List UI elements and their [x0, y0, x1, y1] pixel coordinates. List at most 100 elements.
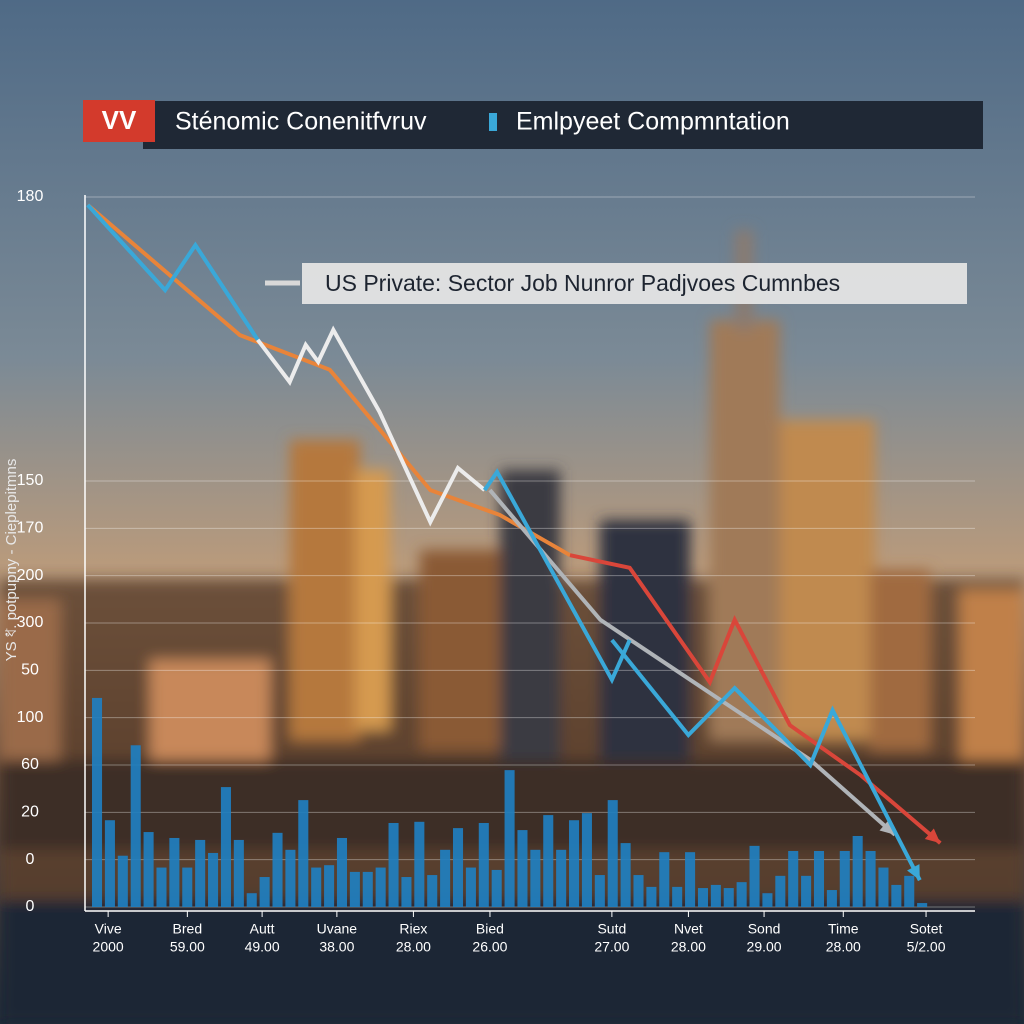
bar: [917, 903, 928, 907]
bar: [839, 850, 850, 907]
bar: [208, 852, 219, 907]
x-tick-label: Autt: [250, 921, 275, 937]
bar: [633, 875, 644, 907]
bar: [452, 828, 464, 907]
bar: [349, 871, 360, 907]
bar: [285, 849, 296, 907]
bar: [762, 893, 773, 907]
bar: [620, 843, 631, 907]
bar: [504, 770, 515, 907]
bar: [117, 855, 128, 907]
x-tick-sublabel: 5/2.00: [907, 939, 946, 955]
bar: [594, 875, 605, 907]
bar: [324, 865, 335, 907]
bar: [143, 832, 154, 907]
y-tick-label: 100: [17, 709, 44, 726]
bar: [659, 852, 670, 907]
bar: [672, 886, 683, 907]
bar: [891, 884, 902, 907]
line: [482, 468, 632, 685]
bar: [685, 852, 696, 907]
bar: [478, 822, 489, 907]
bar: [336, 837, 348, 907]
subtitle-box: [302, 263, 967, 304]
y-tick-label: 20: [21, 804, 39, 821]
bar: [195, 839, 206, 907]
bar: [749, 845, 760, 907]
plot: 0 0 20 60 100 50 300 200 170 150 180 Vive 2000 Bred 59…: [17, 188, 975, 955]
header-bar: [143, 101, 983, 149]
bar: [311, 867, 322, 907]
bar: [904, 875, 915, 907]
line: [569, 553, 942, 845]
bar: [246, 893, 257, 907]
arrow-head: [924, 828, 941, 844]
x-tick-sublabel: 27.00: [594, 939, 629, 955]
bar: [736, 882, 747, 907]
bar: [388, 822, 399, 907]
y-tick-label: 150: [17, 472, 44, 489]
x-tick-label: Nvet: [674, 921, 703, 937]
x-tick-sublabel: 2000: [93, 939, 124, 955]
x-tick-sublabel: 26.00: [472, 939, 507, 955]
x-tick-label: Time: [828, 921, 859, 937]
x-tick-sublabel: 49.00: [245, 939, 280, 955]
bar: [607, 800, 618, 907]
bar: [852, 836, 863, 907]
chart-title: Sténomic Conenitfvruv: [175, 108, 427, 136]
bar: [130, 745, 141, 907]
bar: [878, 867, 889, 907]
y-tick-label: 0: [26, 898, 35, 915]
bar: [697, 888, 708, 907]
x-tick-label: Riex: [399, 921, 427, 937]
skyline: [0, 230, 1024, 1024]
bar: [775, 875, 786, 907]
badge: [83, 100, 155, 142]
title-separator: [489, 113, 497, 131]
bar: [723, 888, 734, 907]
bar: [556, 849, 567, 907]
bar: [569, 820, 580, 907]
y-tick-label: 180: [17, 188, 44, 205]
line: [610, 638, 922, 882]
y-tick-label: 0: [26, 851, 35, 868]
chart-title-2: Emlpyeet Compmntation: [516, 108, 790, 136]
bar: [788, 850, 799, 907]
x-tick-label: Sotet: [910, 921, 943, 937]
x-tick-sublabel: 28.00: [826, 939, 861, 955]
bar: [156, 867, 167, 907]
bar: [375, 867, 386, 907]
bar: [491, 869, 502, 907]
badge-text: VV: [102, 105, 137, 135]
bar: [646, 886, 657, 907]
x-tick-label: Sond: [748, 921, 781, 937]
bar: [182, 867, 193, 907]
chart-subtitle: US Private: Sector Job Nunror Padjvoes C…: [325, 270, 840, 296]
bar: [362, 871, 373, 907]
y-tick-label: 50: [21, 662, 39, 679]
bar: [710, 884, 721, 907]
bar: [530, 849, 541, 907]
x-tick-label: Bied: [476, 921, 504, 937]
bar: [401, 877, 412, 907]
bar: [826, 890, 837, 907]
y-tick-label: 200: [17, 567, 44, 584]
x-tick-sublabel: 29.00: [747, 939, 782, 955]
bar: [414, 821, 425, 907]
bar: [169, 837, 180, 907]
arrow-head: [879, 820, 895, 835]
bar: [801, 875, 812, 907]
y-axis-label: YS ধ. potpupny - Cieplepitmns: [3, 459, 20, 662]
bar: [220, 787, 231, 907]
bar: [440, 849, 451, 907]
bar: [865, 850, 876, 907]
y-tick-label: 60: [21, 756, 39, 773]
x-tick-sublabel: 38.00: [319, 939, 354, 955]
x-tick-label: Vive: [95, 921, 122, 937]
x-tick-sublabel: 59.00: [170, 939, 205, 955]
bar: [92, 697, 103, 907]
x-tick-sublabel: 28.00: [671, 939, 706, 955]
bar: [581, 813, 592, 907]
x-tick-label: Sutd: [597, 921, 626, 937]
